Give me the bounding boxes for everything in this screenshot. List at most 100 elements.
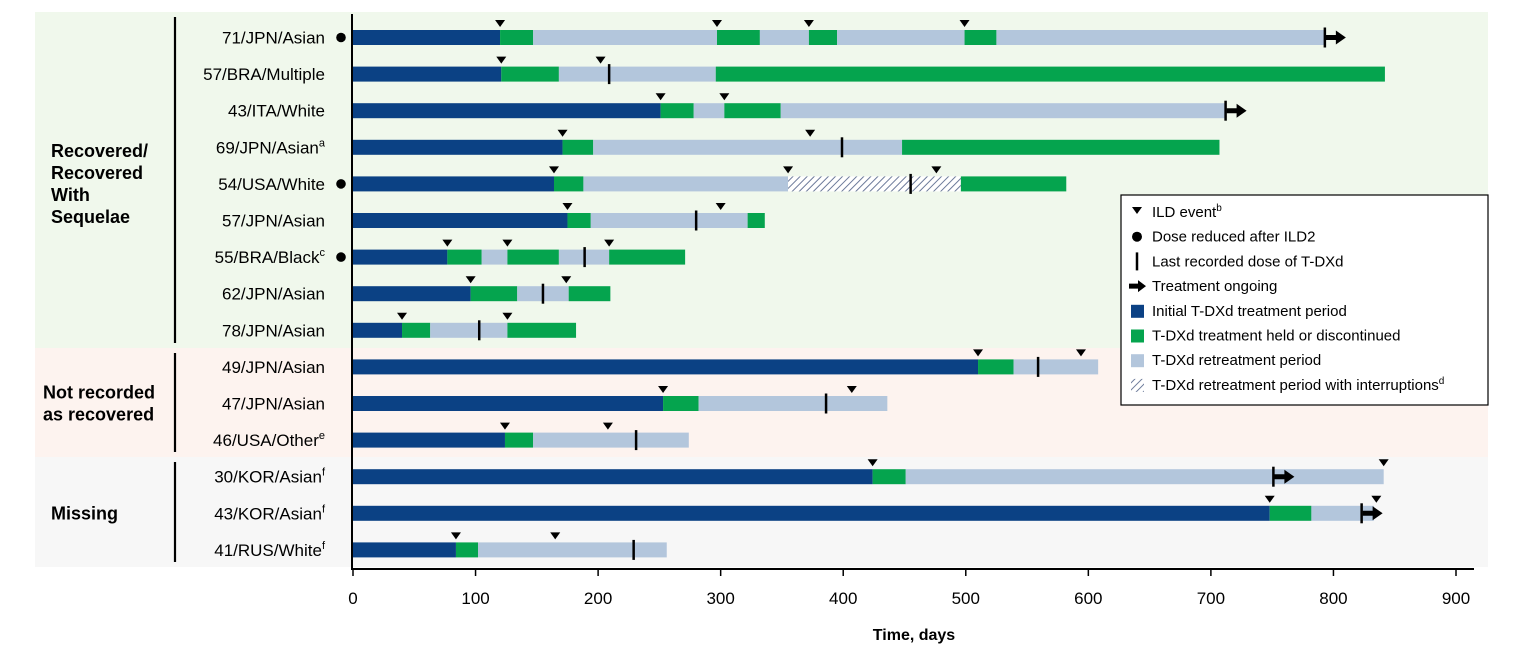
- group-label: Sequelae: [51, 207, 130, 227]
- x-tick-label: 300: [706, 589, 734, 608]
- legend-label: Initial T-DXd treatment period: [1152, 303, 1347, 320]
- ild-event-marker: [465, 276, 476, 284]
- bar-segment-retreat: [837, 30, 965, 45]
- bar-segment-held: [872, 469, 906, 485]
- bar-segment-held: [715, 66, 1385, 82]
- ild-event-marker: [496, 56, 507, 64]
- bar-segment-held: [470, 286, 518, 302]
- patient-label: 78/JPN/Asian: [222, 321, 325, 340]
- patient-bars: [353, 30, 1385, 558]
- ild-event-marker: [846, 386, 857, 393]
- dose-reduced-dot: [336, 32, 346, 43]
- patient-label: 43/KOR/Asianf: [214, 503, 326, 523]
- ild-event-marker: [715, 203, 726, 210]
- bar-segment-held: [964, 30, 997, 45]
- patient-label: 30/KOR/Asianf: [214, 467, 326, 487]
- x-tick-label: 200: [584, 589, 612, 608]
- bar-segment-initial: [353, 249, 448, 265]
- legend-dot-icon: [1132, 231, 1142, 242]
- legend-label: ILD eventb: [1152, 203, 1222, 221]
- legend-box: [1120, 194, 1489, 406]
- ild-event-marker: [557, 129, 568, 137]
- patient-label: 57/JPN/Asian: [222, 212, 325, 231]
- ild-event-marker: [1378, 459, 1389, 467]
- bar-segment-initial: [353, 542, 456, 558]
- bar-segment-held: [568, 286, 611, 302]
- treatment-ongoing-arrow: [1362, 506, 1383, 521]
- legend-swatch-initial: [1131, 304, 1144, 318]
- bar-segment-retreat: [583, 176, 789, 192]
- x-axis-title: Time, days: [873, 627, 956, 644]
- ild-event-marker: [550, 532, 561, 540]
- ild-event-marker: [805, 129, 816, 137]
- bar-segment-initial: [353, 396, 664, 411]
- group-label: Missing: [51, 503, 118, 523]
- legend-swatch-retreat: [1131, 354, 1144, 368]
- ild-event-marker: [658, 386, 669, 393]
- legend-ild-icon: [1132, 207, 1142, 214]
- bar-segment-held: [663, 396, 699, 411]
- bar-segment-retreat: [1311, 505, 1374, 521]
- legend-swatch-interrupt: [1131, 378, 1144, 392]
- bar-segment-retreat: [478, 542, 667, 558]
- bar-segment-retreat: [533, 432, 689, 448]
- bar-segment-initial: [353, 359, 979, 375]
- bar-segment-retreat: [590, 213, 748, 228]
- bar-segment-held: [660, 103, 694, 119]
- bar-segment-held: [724, 103, 781, 119]
- bar-segment-retreat: [996, 30, 1325, 45]
- bar-segment-initial: [353, 103, 661, 119]
- bar-segment-held: [507, 322, 577, 338]
- ild-event-marker: [502, 239, 513, 247]
- patient-label: 49/JPN/Asian: [222, 358, 325, 377]
- ild-event-marker: [931, 166, 942, 174]
- ild-event-marker: [1075, 349, 1086, 357]
- bar-segment-held: [447, 249, 482, 265]
- ild-event-marker: [973, 349, 984, 357]
- bar-segment-held: [562, 139, 594, 155]
- patient-label: 46/USA/Othere: [213, 430, 325, 450]
- patient-label: 43/ITA/White: [228, 102, 325, 121]
- group-label: With: [51, 185, 90, 205]
- x-tick-label: 400: [829, 589, 857, 608]
- patient-label: 71/JPN/Asian: [222, 29, 325, 48]
- bar-segment-initial: [353, 322, 403, 338]
- bar-segment-retreat: [533, 30, 717, 45]
- treatment-ongoing-arrow: [1226, 103, 1247, 118]
- legend-label: Last recorded dose of T-DXd: [1152, 253, 1344, 270]
- bar-segment-held: [960, 176, 1067, 192]
- ild-event-marker: [562, 203, 573, 210]
- bar-segment-retreat: [593, 139, 903, 155]
- patient-label: 41/RUS/Whitef: [214, 540, 326, 560]
- bar-segment-held: [455, 542, 479, 558]
- dose-reduced-dot: [336, 252, 346, 262]
- bar-segment-initial: [353, 139, 563, 155]
- ild-event-marker: [604, 239, 615, 247]
- bar-segment-held: [609, 249, 686, 265]
- bar-segment-retreat: [558, 66, 716, 82]
- bar-segment-initial: [353, 176, 554, 192]
- ild-event-marker: [595, 56, 606, 64]
- x-tick-label: 500: [952, 589, 980, 608]
- ild-event-marker: [450, 532, 461, 540]
- x-tick-label: 600: [1074, 589, 1102, 608]
- group-label: Recovered: [51, 163, 143, 183]
- bar-segment-retreat: [1013, 359, 1099, 375]
- x-tick-label: 800: [1319, 589, 1347, 608]
- bar-segment-initial: [353, 432, 505, 448]
- bar-segment-held: [978, 359, 1014, 375]
- patient-label: 62/JPN/Asian: [222, 285, 325, 304]
- x-tick-label: 100: [461, 589, 489, 608]
- ild-event-marker: [1371, 495, 1382, 503]
- ild-event-marker: [495, 20, 506, 27]
- bar-segment-held: [567, 213, 591, 228]
- ild-event-marker: [655, 93, 666, 101]
- patient-label: 69/JPN/Asiana: [216, 137, 326, 157]
- legend-label: T-DXd retreatment period: [1152, 352, 1321, 369]
- ild-event-marker: [783, 166, 794, 174]
- treatment-ongoing-arrow: [1325, 30, 1346, 45]
- bar-segment-initial: [353, 469, 873, 485]
- ild-event-marker: [719, 93, 730, 101]
- dose-reduced-dot: [336, 179, 346, 189]
- ild-event-marker: [397, 312, 408, 320]
